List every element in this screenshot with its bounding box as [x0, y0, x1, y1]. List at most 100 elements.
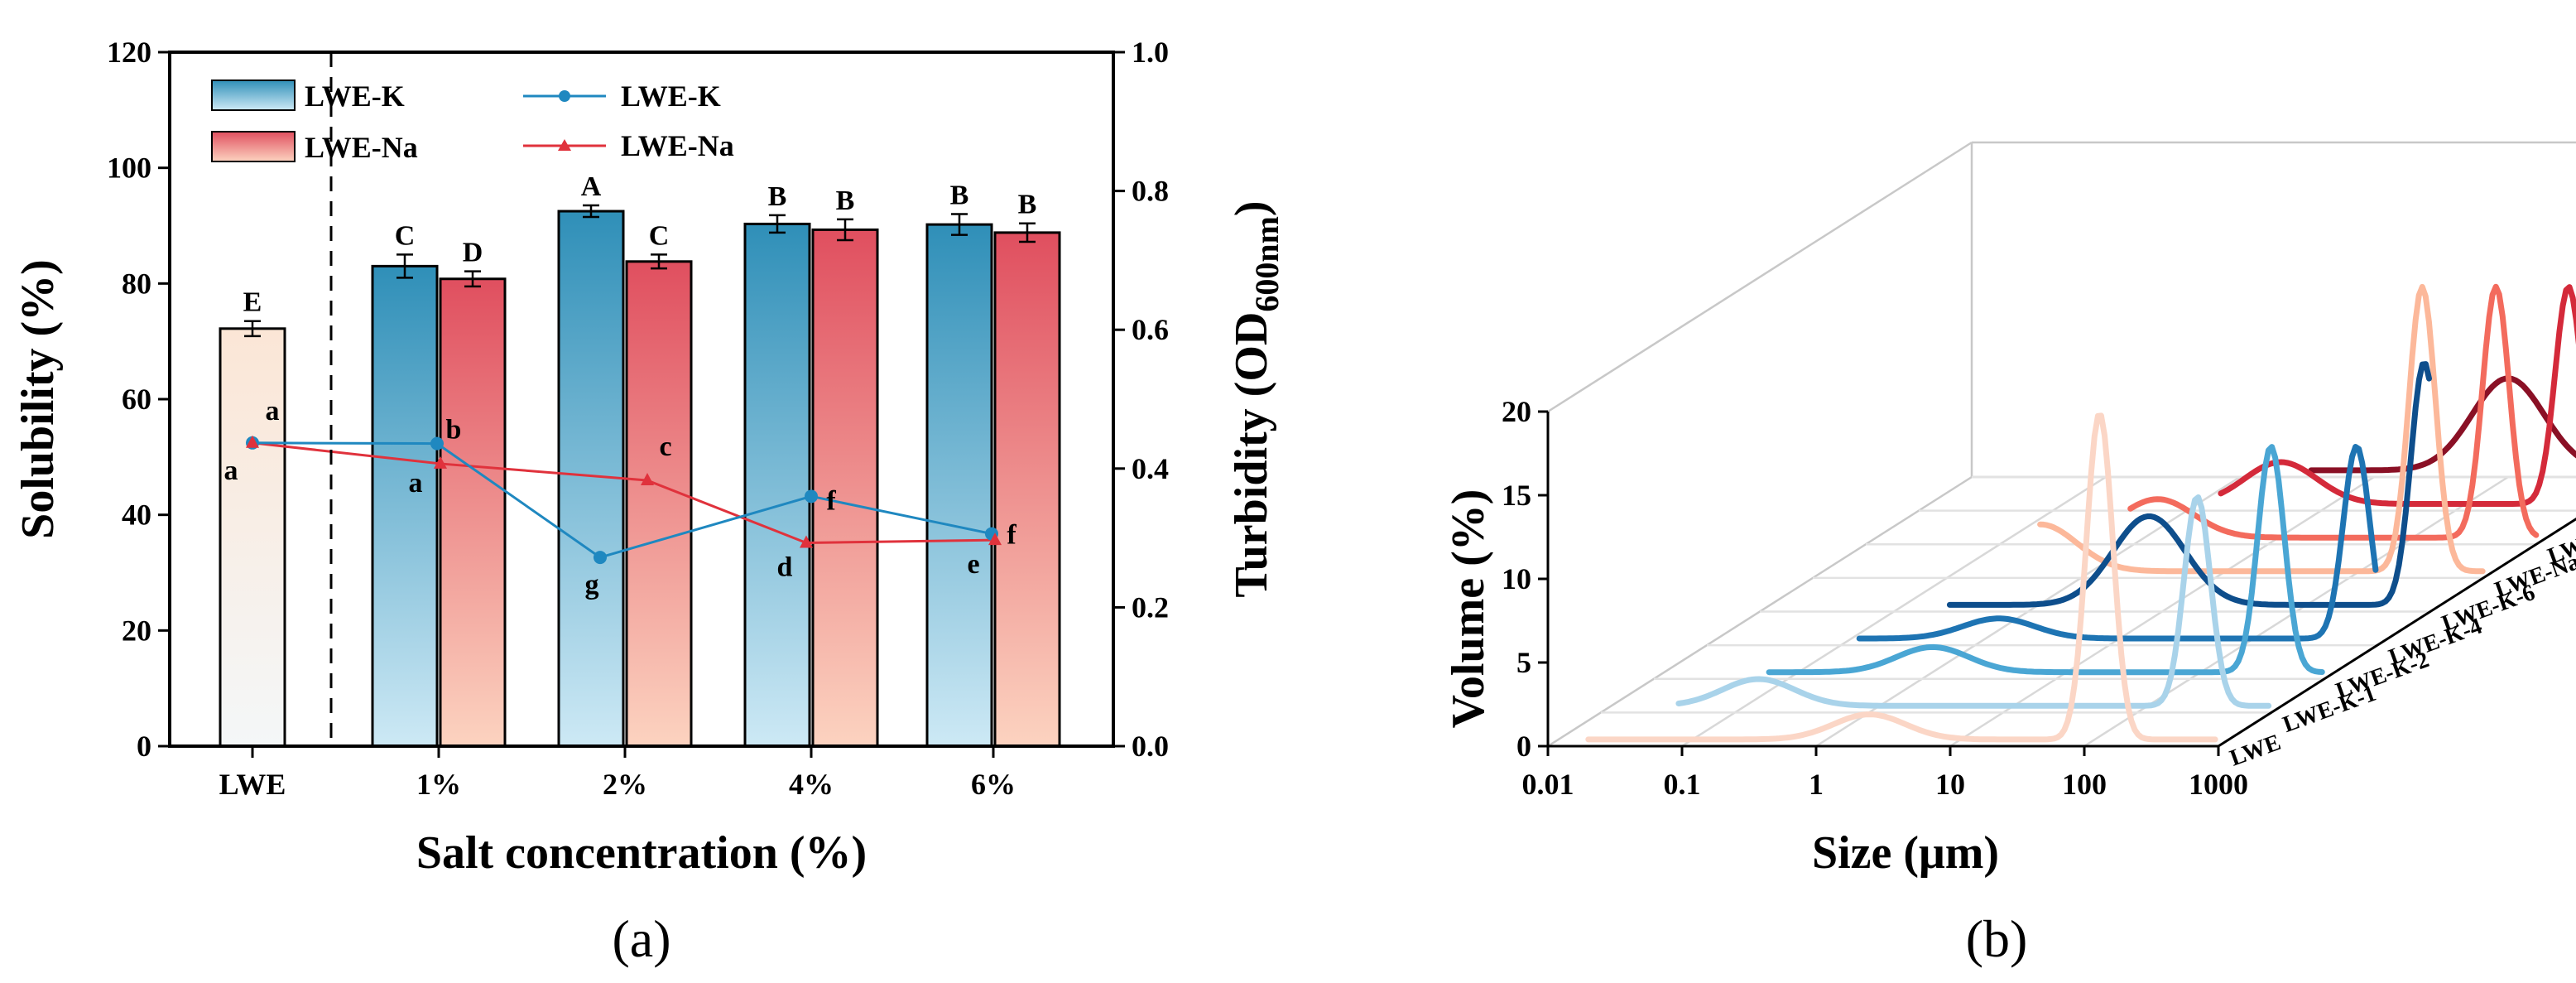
distribution-curve-lwe-na-2 [2127, 283, 2540, 541]
series-axis-line [2218, 518, 2576, 748]
frame-top-left-edge [1547, 141, 1973, 413]
turbidity-point-lwe-na [800, 535, 813, 548]
turbidity-point-lwe-na [641, 473, 654, 486]
panel-label-a: (a) [612, 909, 670, 968]
size-tick-label: 100 [2062, 768, 2107, 801]
y2-tick-label: 0.6 [1132, 313, 1169, 346]
y-axis-ticks: 0 20 40 60 80 100 120 [107, 36, 170, 763]
legend-label-lwe-na-bar: LWE-Na [305, 131, 418, 164]
bar-lwe-k [371, 264, 439, 748]
x-tick-label: 1% [416, 768, 461, 801]
y2-tick-label: 0.2 [1132, 590, 1169, 624]
bar-letter-lwe-k: B [950, 181, 969, 211]
bar-lwe-na [439, 277, 507, 748]
bar-letter-lwe: E [243, 287, 262, 318]
size-tick-label: 10 [1935, 768, 1965, 801]
bar-lwe-na [811, 228, 879, 748]
bar-lwe [219, 327, 286, 748]
distribution-curve-lwe-na-6 [2308, 375, 2576, 474]
legend-marker-lwe-k [559, 90, 570, 102]
bar-letter-lwe-k: B [768, 181, 787, 212]
bar-letter-lwe-na: B [1018, 190, 1037, 220]
volume-axis-ticks: 0 5 10 15 20 [1502, 395, 1548, 763]
legend-swatch-lwe-k-bar [211, 80, 296, 111]
turbidity-point-lwe-na [434, 455, 447, 469]
turbidity-letter-lwe-na: e [967, 549, 979, 580]
bar-letter-lwe-k: A [581, 171, 602, 202]
bar-letter-lwe-na: D [463, 238, 483, 268]
bar-letter-lwe-na: C [649, 220, 670, 251]
x-tick-label: 6% [971, 768, 1016, 801]
size-axis-title: Size (μm) [1812, 827, 1999, 879]
y2-tick-label: 0.4 [1132, 452, 1169, 485]
3d-box-frame [1546, 141, 2576, 748]
y-tick-label: 120 [107, 36, 151, 69]
size-tick-label: 1000 [2189, 768, 2248, 801]
y-axis-title: Solubility (%) [12, 259, 64, 539]
turbidity-point-lwe-k [594, 551, 607, 565]
x-tick-label: LWE [219, 768, 286, 801]
y2-tick-label: 0.8 [1132, 175, 1169, 208]
turbidity-letter-lwe-na: a [224, 455, 238, 486]
series-label-lwe-k-1: LWE-K-1 [2280, 681, 2380, 738]
size-tick-label: 0.1 [1664, 768, 1701, 801]
turbidity-point-lwe-na [988, 532, 1002, 546]
size-distribution-curves [1585, 283, 2576, 743]
distribution-curve-lwe-k-6 [1946, 361, 2432, 608]
y-tick-label: 80 [122, 267, 151, 300]
legend-label-lwe-na-line: LWE-Na [621, 129, 734, 162]
turbidity-letter-lwe-k: b [446, 415, 462, 446]
distribution-curve-lwe [1585, 412, 2218, 743]
x-axis-ticks: LWE 1% 2% 4% 6% [219, 746, 1016, 801]
turbidity-line-layer [246, 435, 1002, 565]
turbidity-letter-lwe-na: d [777, 552, 793, 582]
x-tick-label: 2% [603, 768, 647, 801]
y2-tick-label: 0.0 [1132, 730, 1169, 763]
turbidity-letter-lwe-k: f [1007, 520, 1016, 551]
turbidity-point-lwe-k [430, 436, 444, 451]
size-axis-ticks: 0.01 0.1 1 10 100 1000 [1522, 746, 2248, 801]
y-tick-label: 20 [122, 614, 151, 647]
bar-lwe-k [925, 223, 993, 748]
errorbar-layer [244, 204, 1036, 338]
size-tick-label: 0.01 [1522, 768, 1574, 801]
volume-tick-label: 15 [1502, 479, 1531, 512]
size-tick-label: 1 [1809, 768, 1824, 801]
bar-letter-lwe-na: B [836, 186, 855, 216]
volume-tick-label: 5 [1516, 646, 1531, 679]
y-tick-label: 60 [122, 383, 151, 416]
x-axis-title: Salt concentration (%) [416, 827, 867, 879]
turbidity-letter-lwe-na: a [409, 468, 423, 499]
legend-label-lwe-k-line: LWE-K [621, 80, 721, 113]
volume-axis-title: Volume (%) [1443, 489, 1494, 729]
turbidity-letter-lwe-k: g [585, 570, 599, 600]
legend: LWE-K LWE-Na LWE-K LWE-Na [211, 80, 734, 164]
turbidity-letter-lwe-k: a [266, 396, 280, 426]
panel-label-b: (b) [1966, 909, 2028, 968]
legend-label-lwe-k-bar: LWE-K [305, 80, 405, 113]
y-tick-label: 40 [122, 499, 151, 532]
distribution-curve-lwe-k-2 [1766, 444, 2325, 676]
y2-tick-label: 1.0 [1132, 36, 1169, 69]
legend-marker-lwe-na [558, 139, 571, 151]
bar-lwe-na [625, 260, 693, 748]
legend-swatch-lwe-na-bar [211, 131, 296, 162]
bar-lwe-na [993, 231, 1061, 748]
turbidity-letter-lwe-k: f [826, 485, 836, 516]
turbidity-point-lwe-k [805, 489, 818, 504]
y-tick-label: 100 [107, 152, 151, 185]
distribution-curve-lwe-k-1 [1675, 494, 2272, 709]
volume-tick-label: 10 [1502, 562, 1531, 595]
y2-axis-title: Turbidity (OD600nm) [1226, 200, 1286, 597]
bar-letter-lwe-k: C [395, 220, 416, 251]
y2-axis-ticks: 0.0 0.2 0.4 0.6 0.8 1.0 [1113, 36, 1169, 763]
volume-tick-label: 0 [1516, 730, 1531, 763]
turbidity-letter-lwe-na: c [659, 431, 671, 462]
turbidity-point-lwe-na [246, 435, 259, 448]
x-tick-label: 4% [789, 768, 834, 801]
bar-lwe-k [743, 222, 811, 748]
